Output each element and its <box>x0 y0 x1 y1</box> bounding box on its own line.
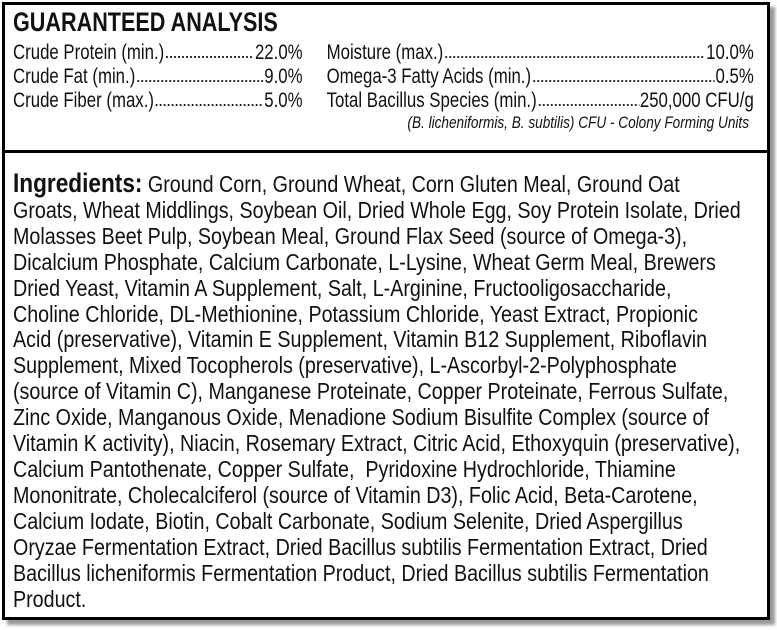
ingredient-line: Dicalcium Phosphate, Calcium Carbonate, … <box>13 248 741 276</box>
ingredient-line: Oryzae Fermentation Extract, Dried Bacil… <box>13 533 741 561</box>
ingredient-text: Oryzae Fermentation Extract, Dried Bacil… <box>13 533 708 560</box>
ingredients-label: Ingredients: <box>13 168 143 198</box>
ingredient-line: Choline Chloride, DL-Methionine, Potassi… <box>13 300 741 328</box>
ingredient-text: Choline Chloride, DL-Methionine, Potassi… <box>13 300 699 327</box>
leader-dots <box>154 103 264 107</box>
analysis-row: Crude Fat (min.) 9.0% <box>13 65 303 89</box>
ingredient-text: Calcium Iodate, Biotin, Cobalt Carbonate… <box>13 507 683 534</box>
ingredient-text: Vitamin K activity), Niacin, Rosemary Ex… <box>13 430 741 457</box>
analysis-row: Moisture (max.) 10.0% <box>327 41 754 65</box>
leader-dots <box>537 103 640 107</box>
ingredient-line: (source of Vitamin C), Manganese Protein… <box>13 378 741 405</box>
leader-dots <box>136 79 264 83</box>
ingredient-text: Molasses Beet Pulp, Soybean Meal, Ground… <box>13 222 688 249</box>
ingredient-line: Calcium Pantothenate, Copper Sulfate, Py… <box>13 455 741 483</box>
nutrient-value: 22.0% <box>254 41 303 64</box>
ingredient-line: Groats, Wheat Middlings, Soybean Oil, Dr… <box>13 196 741 224</box>
analysis-row: Omega-3 Fatty Acids (min.) 0.5% <box>327 65 754 89</box>
ingredient-line: Vitamin K activity), Niacin, Rosemary Ex… <box>13 430 741 457</box>
ingredient-text: Product. <box>13 585 87 612</box>
ingredient-text: Zinc Oxide, Manganous Oxide, Menadione S… <box>13 404 709 431</box>
ingredient-text: Dicalcium Phosphate, Calcium Carbonate, … <box>13 248 716 275</box>
analysis-column: Crude Protein (min.) 22.0% Crude Fat (min.… <box>13 41 303 113</box>
ingredients: Ingredients: Ground Corn, Ground Wheat, … <box>13 168 741 613</box>
ingredient-line: Supplement, Mixed Tocopherols (preservat… <box>13 352 741 379</box>
analysis-row: Total Bacillus Species (min.) 250,000 CFU… <box>327 89 754 113</box>
nutrient-label: Moisture (max.) <box>326 41 444 64</box>
nutrient-value: 9.0% <box>264 65 303 88</box>
ingredient-text: Dried Yeast, Vitamin A Supplement, Salt,… <box>13 274 672 301</box>
ingredient-line: Mononitrate, Cholecalciferol (source of … <box>13 481 741 509</box>
nutrient-label: Crude Fat (min.) <box>13 65 136 88</box>
footnote: (B. licheniformis, B. subtilis) CFU - Co… <box>407 113 749 132</box>
label-box: GUARANTEED ANALYSIS Crude Protein (min.)… <box>2 2 770 620</box>
ingredient-text: Calcium Pantothenate, Copper Sulfate, Py… <box>13 455 676 482</box>
ingredient-line: Dried Yeast, Vitamin A Supplement, Salt,… <box>13 274 741 302</box>
nutrient-label: Total Bacillus Species (min.) <box>326 89 537 112</box>
analysis-column: Moisture (max.) 10.0% Omega-3 Fatty Acids … <box>327 41 754 113</box>
nutrient-value: 250,000 CFU/g <box>639 89 754 112</box>
leader-dots <box>531 79 715 83</box>
section-title: GUARANTEED ANALYSIS <box>13 7 278 37</box>
guaranteed-analysis: GUARANTEED ANALYSIS Crude Protein (min.)… <box>5 5 767 150</box>
ingredient-line: Calcium Iodate, Biotin, Cobalt Carbonate… <box>13 507 741 535</box>
ingredient-line: Zinc Oxide, Manganous Oxide, Menadione S… <box>13 404 741 431</box>
ingredient-text: Supplement, Mixed Tocopherols (preservat… <box>13 352 677 379</box>
ingredient-line: Molasses Beet Pulp, Soybean Meal, Ground… <box>13 222 741 250</box>
separator <box>5 150 767 153</box>
nutrient-value: 10.0% <box>706 41 754 64</box>
ingredient-text: Acid (preservative), Vitamin E Supplemen… <box>13 326 708 353</box>
analysis-row: Crude Protein (min.) 22.0% <box>13 41 303 65</box>
ingredient-line: Ingredients: Ground Corn, Ground Wheat, … <box>13 168 741 198</box>
nutrient-label: Crude Fiber (max.) <box>13 89 154 112</box>
ingredient-line: Product. <box>13 585 741 613</box>
ingredient-text: Mononitrate, Cholecalciferol (source of … <box>13 481 698 508</box>
ingredient-text: Bacillus licheniformis Fermentation Prod… <box>13 559 709 586</box>
leader-dots <box>165 55 255 59</box>
nutrient-label: Crude Protein (min.) <box>13 41 165 64</box>
leader-dots <box>444 55 706 59</box>
ingredient-line: Acid (preservative), Vitamin E Supplemen… <box>13 326 741 353</box>
ingredient-text: (source of Vitamin C), Manganese Protein… <box>13 378 729 405</box>
analysis-row: Crude Fiber (max.) 5.0% <box>13 89 303 113</box>
ingredient-text: Ground Corn, Ground Wheat, Corn Gluten M… <box>147 171 680 197</box>
nutrient-label: Omega-3 Fatty Acids (min.) <box>326 65 532 88</box>
nutrient-value: 0.5% <box>715 65 754 88</box>
nutrient-value: 5.0% <box>264 89 303 112</box>
ingredient-line: Bacillus licheniformis Fermentation Prod… <box>13 559 741 587</box>
ingredient-text: Groats, Wheat Middlings, Soybean Oil, Dr… <box>13 196 741 223</box>
